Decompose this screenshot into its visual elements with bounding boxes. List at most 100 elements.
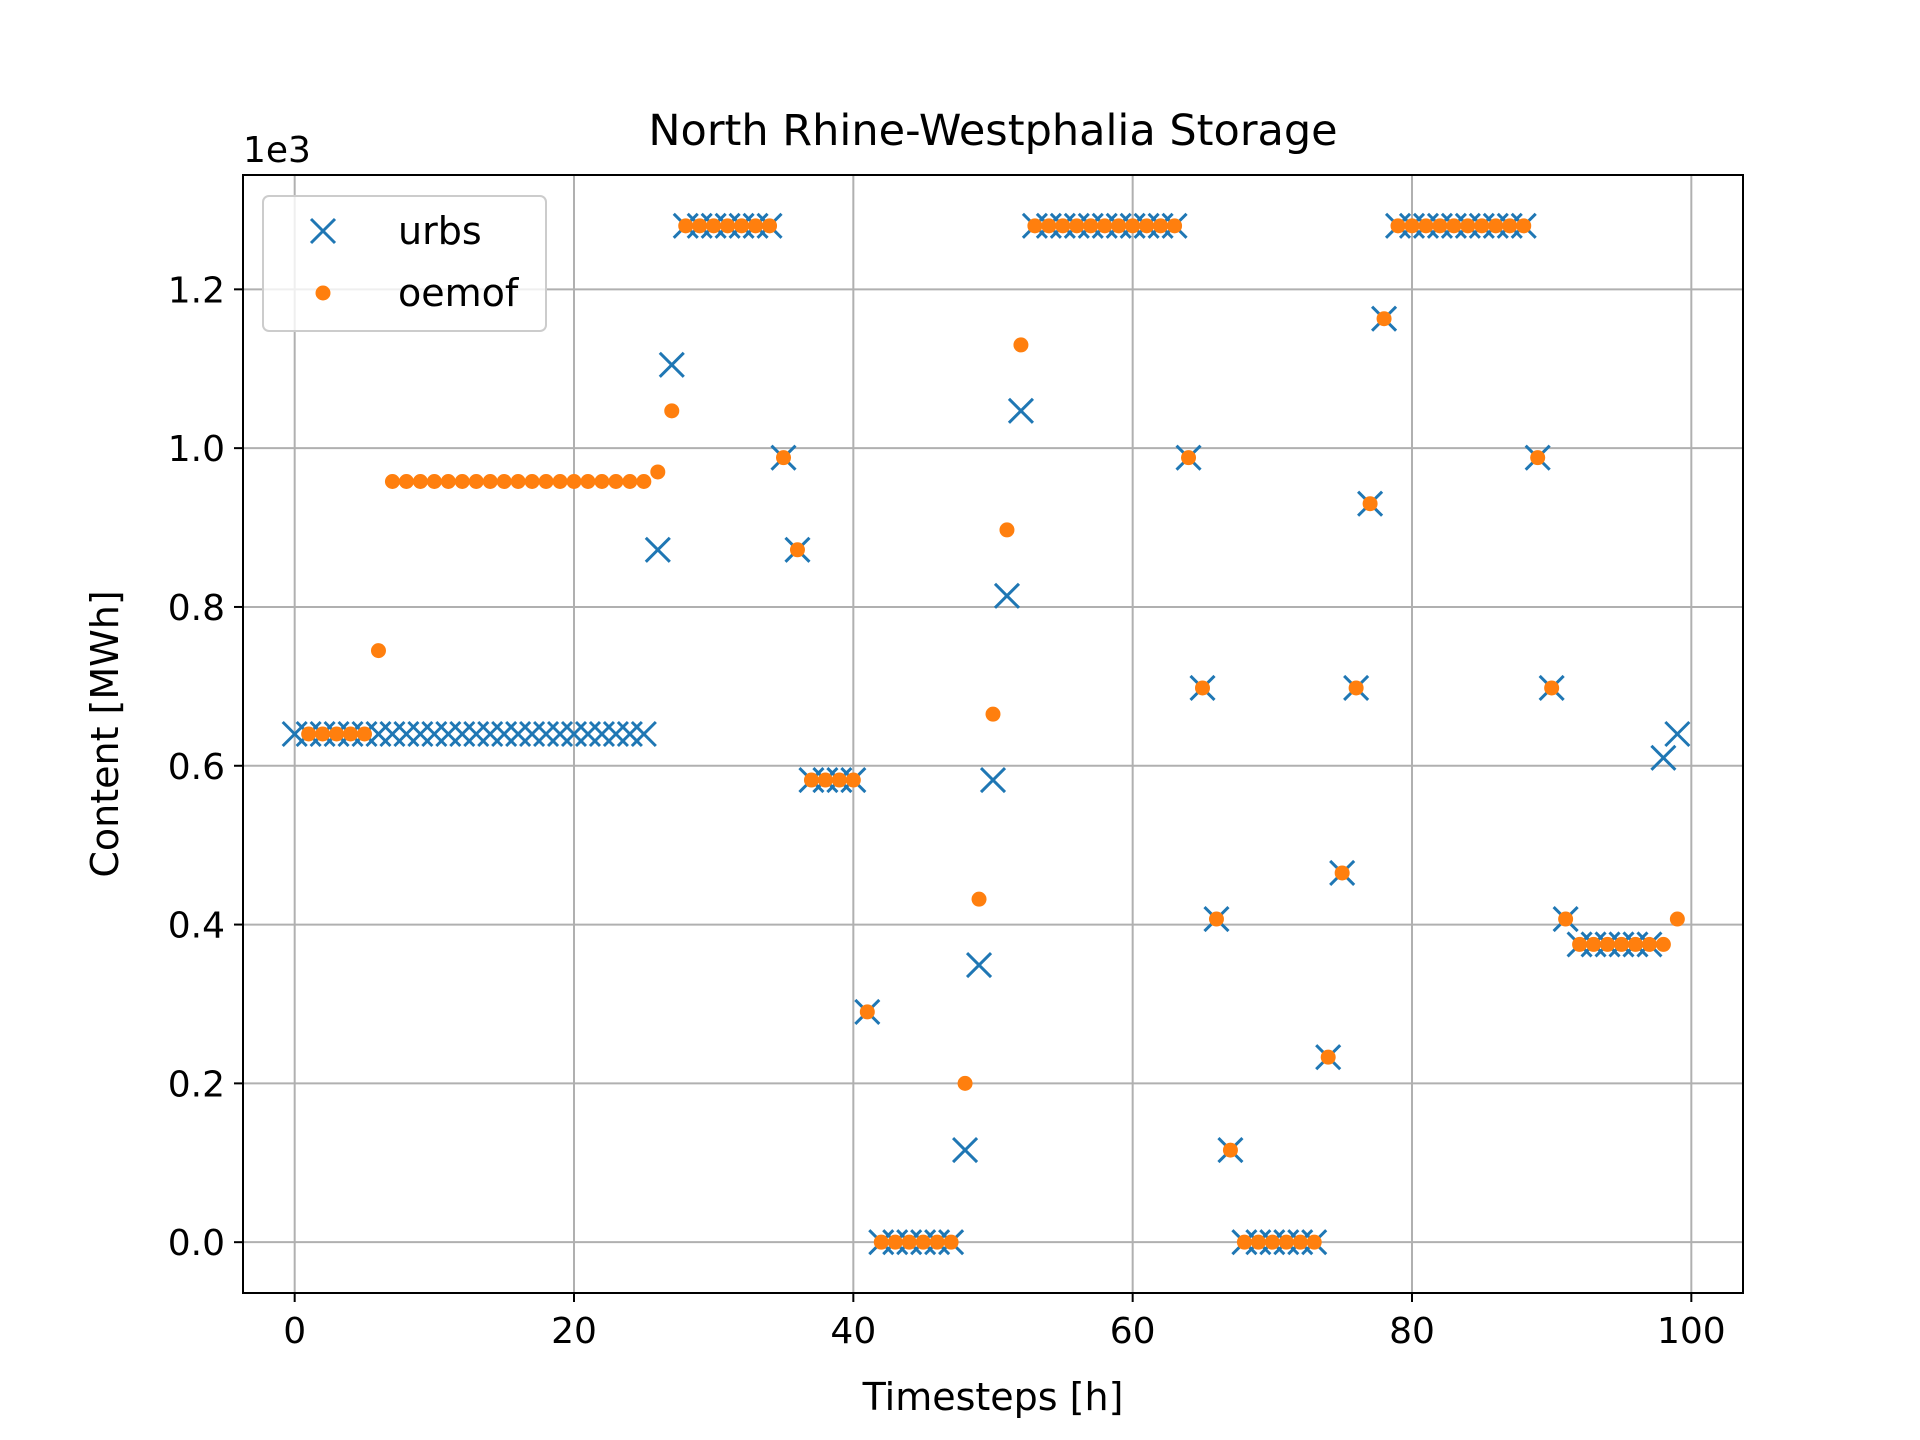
data-point-oemof — [943, 1234, 959, 1250]
data-point-oemof — [1669, 911, 1685, 927]
legend-symbol-oemof — [315, 285, 331, 301]
data-point-oemof — [1627, 936, 1643, 952]
y-tick-label: 1.0 — [168, 429, 225, 470]
data-point-oemof — [650, 464, 666, 480]
data-point-urbs — [658, 351, 685, 378]
data-point-oemof — [510, 473, 526, 489]
series-oemof — [301, 218, 1685, 1250]
data-point-oemof — [873, 1234, 889, 1250]
axis-ticks: 0 20 40 60 80 100 0.0 0.2 0.4 0.6 0.8 1.0 1.2 — [168, 270, 1726, 1352]
data-point-oemof — [971, 891, 987, 907]
data-point-oemof — [734, 218, 750, 234]
data-point-oemof — [426, 473, 442, 489]
data-point-oemof — [1641, 936, 1657, 952]
data-point-oemof — [454, 473, 470, 489]
data-point-oemof — [1264, 1234, 1280, 1250]
data-point-urbs — [1664, 720, 1691, 748]
x-tick-label: 0 — [283, 1311, 306, 1352]
data-point-oemof — [468, 473, 484, 489]
axes-frame — [242, 174, 1744, 1294]
chart-title: North Rhine-Westphalia Storage — [648, 106, 1337, 156]
data-point-oemof — [1418, 218, 1434, 234]
legend-label-oemof: oemof — [398, 271, 520, 315]
data-point-oemof — [720, 218, 736, 234]
y-offset-label: 1e3 — [243, 130, 311, 171]
data-point-oemof — [1572, 936, 1588, 952]
data-point-oemof — [999, 522, 1015, 538]
data-point-urbs — [1007, 397, 1034, 424]
data-point-oemof — [678, 218, 694, 234]
data-point-oemof — [1139, 218, 1155, 234]
data-point-oemof — [664, 403, 680, 419]
data-point-oemof — [594, 473, 610, 489]
data-point-oemof — [482, 473, 498, 489]
data-point-oemof — [1432, 218, 1448, 234]
data-point-oemof — [315, 726, 331, 742]
data-point-oemof — [1041, 218, 1057, 234]
data-point-oemof — [301, 726, 317, 742]
legend-marker-oemof — [315, 285, 331, 301]
x-axis-label: Timesteps [h] — [862, 1375, 1124, 1419]
data-point-oemof — [384, 473, 400, 489]
y-axis-label: Content [MWh] — [83, 590, 127, 877]
data-point-oemof — [1502, 218, 1518, 234]
data-point-oemof — [1181, 450, 1197, 466]
data-point-oemof — [580, 473, 596, 489]
data-point-oemof — [524, 473, 540, 489]
data-point-oemof — [748, 218, 764, 234]
data-point-oemof — [1460, 218, 1476, 234]
data-point-oemof — [1055, 218, 1071, 234]
data-point-oemof — [915, 1234, 931, 1250]
data-point-oemof — [412, 473, 428, 489]
data-point-oemof — [1404, 218, 1420, 234]
data-point-oemof — [370, 643, 386, 659]
data-point-oemof — [552, 473, 568, 489]
y-tick-label: 0.4 — [168, 906, 225, 947]
data-point-urbs — [630, 720, 657, 748]
data-point-urbs — [1650, 744, 1677, 771]
data-point-oemof — [1306, 1234, 1322, 1250]
data-point-oemof — [343, 726, 359, 742]
data-point-oemof — [357, 726, 373, 742]
data-point-oemof — [692, 218, 708, 234]
data-point-urbs — [952, 1137, 979, 1164]
data-point-oemof — [1530, 450, 1546, 466]
legend-marker-urbs — [309, 217, 337, 245]
x-tick-label: 80 — [1389, 1311, 1435, 1352]
data-point-oemof — [1655, 936, 1671, 952]
data-point-urbs — [979, 766, 1007, 794]
y-tick-label: 0.6 — [168, 747, 225, 788]
data-point-oemof — [1558, 911, 1574, 927]
data-point-oemof — [538, 473, 554, 489]
data-point-oemof — [845, 772, 861, 788]
data-point-oemof — [1027, 218, 1043, 234]
data-point-oemof — [566, 473, 582, 489]
data-point-urbs — [965, 952, 993, 979]
data-point-oemof — [1390, 218, 1406, 234]
data-point-oemof — [1069, 218, 1085, 234]
data-point-oemof — [398, 473, 414, 489]
data-point-oemof — [622, 473, 638, 489]
data-point-oemof — [957, 1075, 973, 1091]
data-point-oemof — [1111, 218, 1127, 234]
data-point-oemof — [859, 1004, 875, 1020]
data-point-oemof — [1320, 1049, 1336, 1065]
data-point-urbs — [993, 582, 1021, 609]
data-point-oemof — [1516, 218, 1532, 234]
data-point-oemof — [1250, 1234, 1266, 1250]
data-point-oemof — [901, 1234, 917, 1250]
x-tick-label: 40 — [830, 1311, 876, 1352]
data-point-oemof — [1600, 936, 1616, 952]
y-tick-label: 0.0 — [168, 1223, 225, 1264]
y-tick-label: 0.8 — [168, 588, 225, 629]
data-point-oemof — [929, 1234, 945, 1250]
legend-box — [262, 195, 547, 332]
data-point-oemof — [887, 1234, 903, 1250]
data-point-oemof — [1474, 218, 1490, 234]
x-tick-label: 60 — [1110, 1311, 1156, 1352]
legend-label-urbs: urbs — [398, 209, 482, 253]
data-point-oemof — [1167, 218, 1183, 234]
data-point-oemof — [1544, 680, 1560, 696]
data-point-oemof — [817, 772, 833, 788]
